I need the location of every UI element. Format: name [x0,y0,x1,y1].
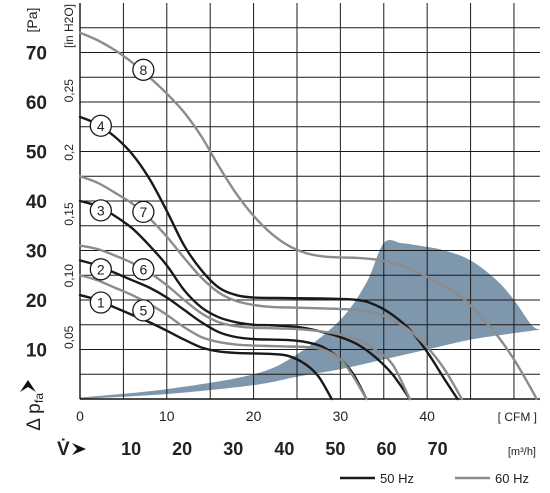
curve-marker-3 [89,199,112,222]
curve-5 [78,274,368,401]
x-tick-label-m3h: 60 [376,439,396,459]
operating-region [80,240,540,399]
x-tick-label-m3h: 50 [325,439,345,459]
curve-label-5: 5 [139,302,147,318]
x-tick-label-m3h: 40 [274,439,294,459]
y-tick-label-pa: 40 [26,192,47,213]
curve-label-3: 3 [97,202,105,218]
x-axis-unit-cfm: [ CFM ] [498,410,537,424]
y-tick-label-pa: 10 [26,341,47,362]
legend: 50 Hz 60 Hz [340,471,529,486]
x-tick-label-cfm: 30 [333,408,349,424]
curve-marker-8 [132,58,155,81]
x-tick-label-m3h: 20 [172,439,192,459]
x-axis-unit-m3h: [m³/h] [508,446,536,458]
curve-3 [78,199,412,401]
y-tick-label-pa: 30 [26,242,47,263]
y-tick-label-inh2o: 0,10 [62,264,76,288]
y-arrow-icon [20,380,36,392]
curve-marker-2 [89,258,112,281]
y-tick-label-inh2o: 0,2 [62,144,76,161]
y-axis: 10 20 30 40 50 60 70 [Pa] 0,05 0,10 0,15 0,2 0,25 [in… [20,4,76,431]
y-tick-label-inh2o: 0,25 [62,79,76,103]
curve-label-6: 6 [139,261,147,277]
operating-region-area [80,240,540,399]
y-tick-label-inh2o: 0,15 [62,202,76,226]
x-tick-label-cfm: 10 [159,408,175,424]
y-tick-label-inh2o: 0,05 [62,325,76,349]
x-tick-label-m3h: 30 [223,439,243,459]
x-tick-label-m3h: 70 [428,439,448,459]
legend-label-1: 60 Hz [495,471,529,486]
y-axis-symbol-subscript: fa [32,393,46,403]
curve-label-2: 2 [97,261,105,277]
curve-marker-6 [132,258,155,281]
curve-2 [78,259,368,401]
y-tick-label-pa: 70 [26,44,47,65]
x-axis: 0 10 20 30 40[ CFM ]10 20 30 40 50 60 70 [m³/h]V̇ [57,408,537,460]
y-tick-label-pa: 50 [26,143,47,164]
curve-marker-5 [132,299,155,322]
curve-label-4: 4 [97,118,105,134]
x-tick-label-cfm: 40 [419,408,435,424]
x-tick-label-cfm: 20 [246,408,262,424]
curve-labels: 1 2 3 4 5 6 7 8 [89,58,155,322]
curve-label-8: 8 [139,62,147,78]
curve-label-7: 7 [139,204,147,220]
x-axis-symbol: V̇ [57,438,70,460]
curve-1 [78,293,333,401]
curve-8 [78,31,538,401]
curve-6 [78,244,412,401]
y-tick-label-pa: 60 [26,93,47,114]
legend-label-0: 50 Hz [380,471,414,486]
curve-marker-4 [89,114,112,137]
y-axis-symbol: Δ p [24,403,45,431]
curve-label-1: 1 [97,294,105,310]
y-axis-unit-pa: [Pa] [24,8,40,33]
y-axis-unit-inh2o: [in H2O] [62,4,76,48]
curve-marker-7 [132,200,155,224]
x-tick-label-cfm: 0 [76,408,84,424]
x-arrow-icon [72,443,86,455]
curve-marker-1 [89,291,112,314]
x-tick-label-m3h: 10 [121,439,141,459]
y-tick-label-pa: 20 [26,291,47,312]
